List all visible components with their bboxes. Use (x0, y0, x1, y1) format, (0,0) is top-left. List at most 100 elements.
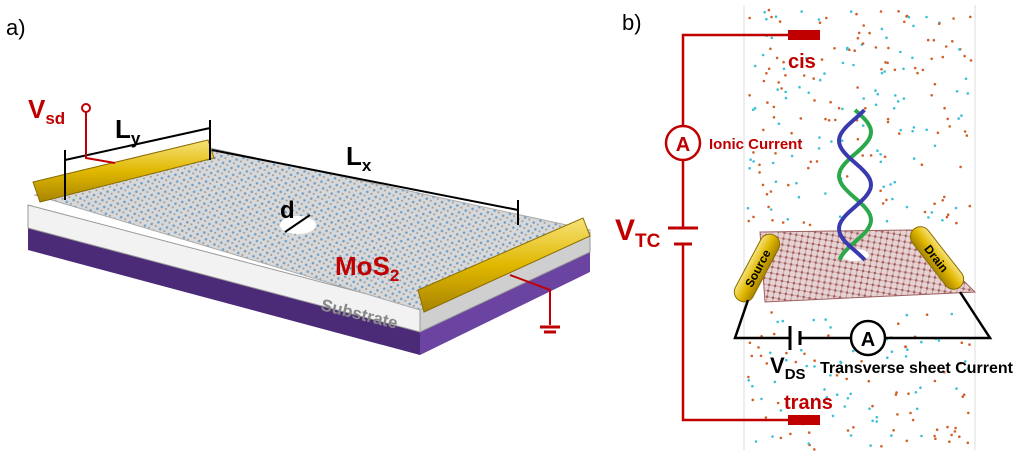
ion (842, 62, 845, 65)
ion (912, 25, 915, 28)
ion (906, 206, 909, 209)
ion (886, 220, 889, 223)
ion (803, 74, 806, 77)
ion (765, 72, 768, 75)
ion (876, 149, 879, 152)
ion (824, 118, 827, 121)
ion (967, 412, 970, 415)
ion (754, 107, 757, 110)
ion (847, 429, 850, 432)
ion (959, 166, 962, 169)
ion (770, 311, 773, 314)
ion (752, 216, 755, 219)
ion (930, 94, 933, 97)
ion (903, 21, 906, 24)
ion (789, 433, 792, 436)
ion (776, 321, 779, 324)
ion (852, 426, 855, 429)
ion (948, 125, 951, 128)
panel-label: a) (6, 15, 26, 40)
ion (958, 48, 961, 51)
ion (943, 196, 946, 199)
ion (931, 211, 934, 214)
ion (748, 167, 751, 170)
ion (798, 196, 801, 199)
ion (773, 333, 776, 336)
ion (937, 132, 940, 135)
ion (771, 219, 774, 222)
ion (852, 64, 855, 67)
ions (747, 9, 973, 451)
ion (938, 339, 941, 342)
ion (774, 381, 777, 384)
ion (964, 130, 967, 133)
ion (765, 416, 768, 419)
ion (882, 186, 885, 189)
ion (911, 57, 914, 60)
ion (887, 121, 890, 124)
ion (770, 208, 773, 211)
ion (762, 129, 765, 132)
vsd-label: Vsd (28, 94, 65, 128)
ion (773, 116, 776, 119)
ion (946, 118, 949, 121)
ion (906, 440, 909, 443)
ion (920, 341, 923, 344)
ion (780, 437, 783, 440)
ion (954, 430, 957, 433)
ion (921, 163, 924, 166)
ion (823, 388, 826, 391)
ion (807, 442, 810, 445)
ion (961, 341, 964, 344)
ion (925, 129, 928, 132)
ion (758, 171, 761, 174)
ion (927, 216, 930, 219)
ion (875, 104, 878, 107)
ion (784, 74, 787, 77)
ion (813, 365, 816, 368)
ion (883, 70, 886, 73)
ion (952, 17, 955, 20)
ion (752, 160, 755, 163)
ion (965, 78, 968, 81)
ion (829, 326, 832, 329)
ion (889, 183, 892, 186)
ion (807, 167, 810, 170)
ion (770, 190, 773, 193)
ion (905, 355, 908, 358)
ion (849, 393, 852, 396)
ion (934, 145, 937, 148)
ion (920, 435, 923, 438)
ion (830, 140, 833, 143)
ion (868, 407, 871, 410)
ion (782, 221, 785, 224)
ion (871, 405, 874, 408)
ion (791, 155, 794, 158)
ion (890, 434, 893, 437)
ion (816, 160, 819, 163)
ion (778, 122, 781, 125)
ion (945, 45, 948, 48)
ion (881, 72, 884, 75)
ion (892, 429, 895, 432)
ion (968, 343, 971, 346)
ion (853, 49, 856, 52)
ion (875, 46, 878, 49)
ion (771, 37, 774, 40)
ion (846, 47, 849, 50)
ion (916, 72, 919, 75)
ion (777, 402, 780, 405)
ion (857, 138, 860, 141)
ion (858, 32, 861, 35)
ion (766, 101, 769, 104)
ion (899, 51, 902, 54)
trans-label: trans (784, 392, 833, 414)
ion (748, 94, 751, 97)
ion (813, 319, 816, 322)
ion (785, 97, 788, 100)
ion (899, 129, 902, 132)
ion (758, 164, 761, 167)
ion (912, 419, 915, 422)
ion (957, 117, 960, 120)
ion (787, 184, 790, 187)
